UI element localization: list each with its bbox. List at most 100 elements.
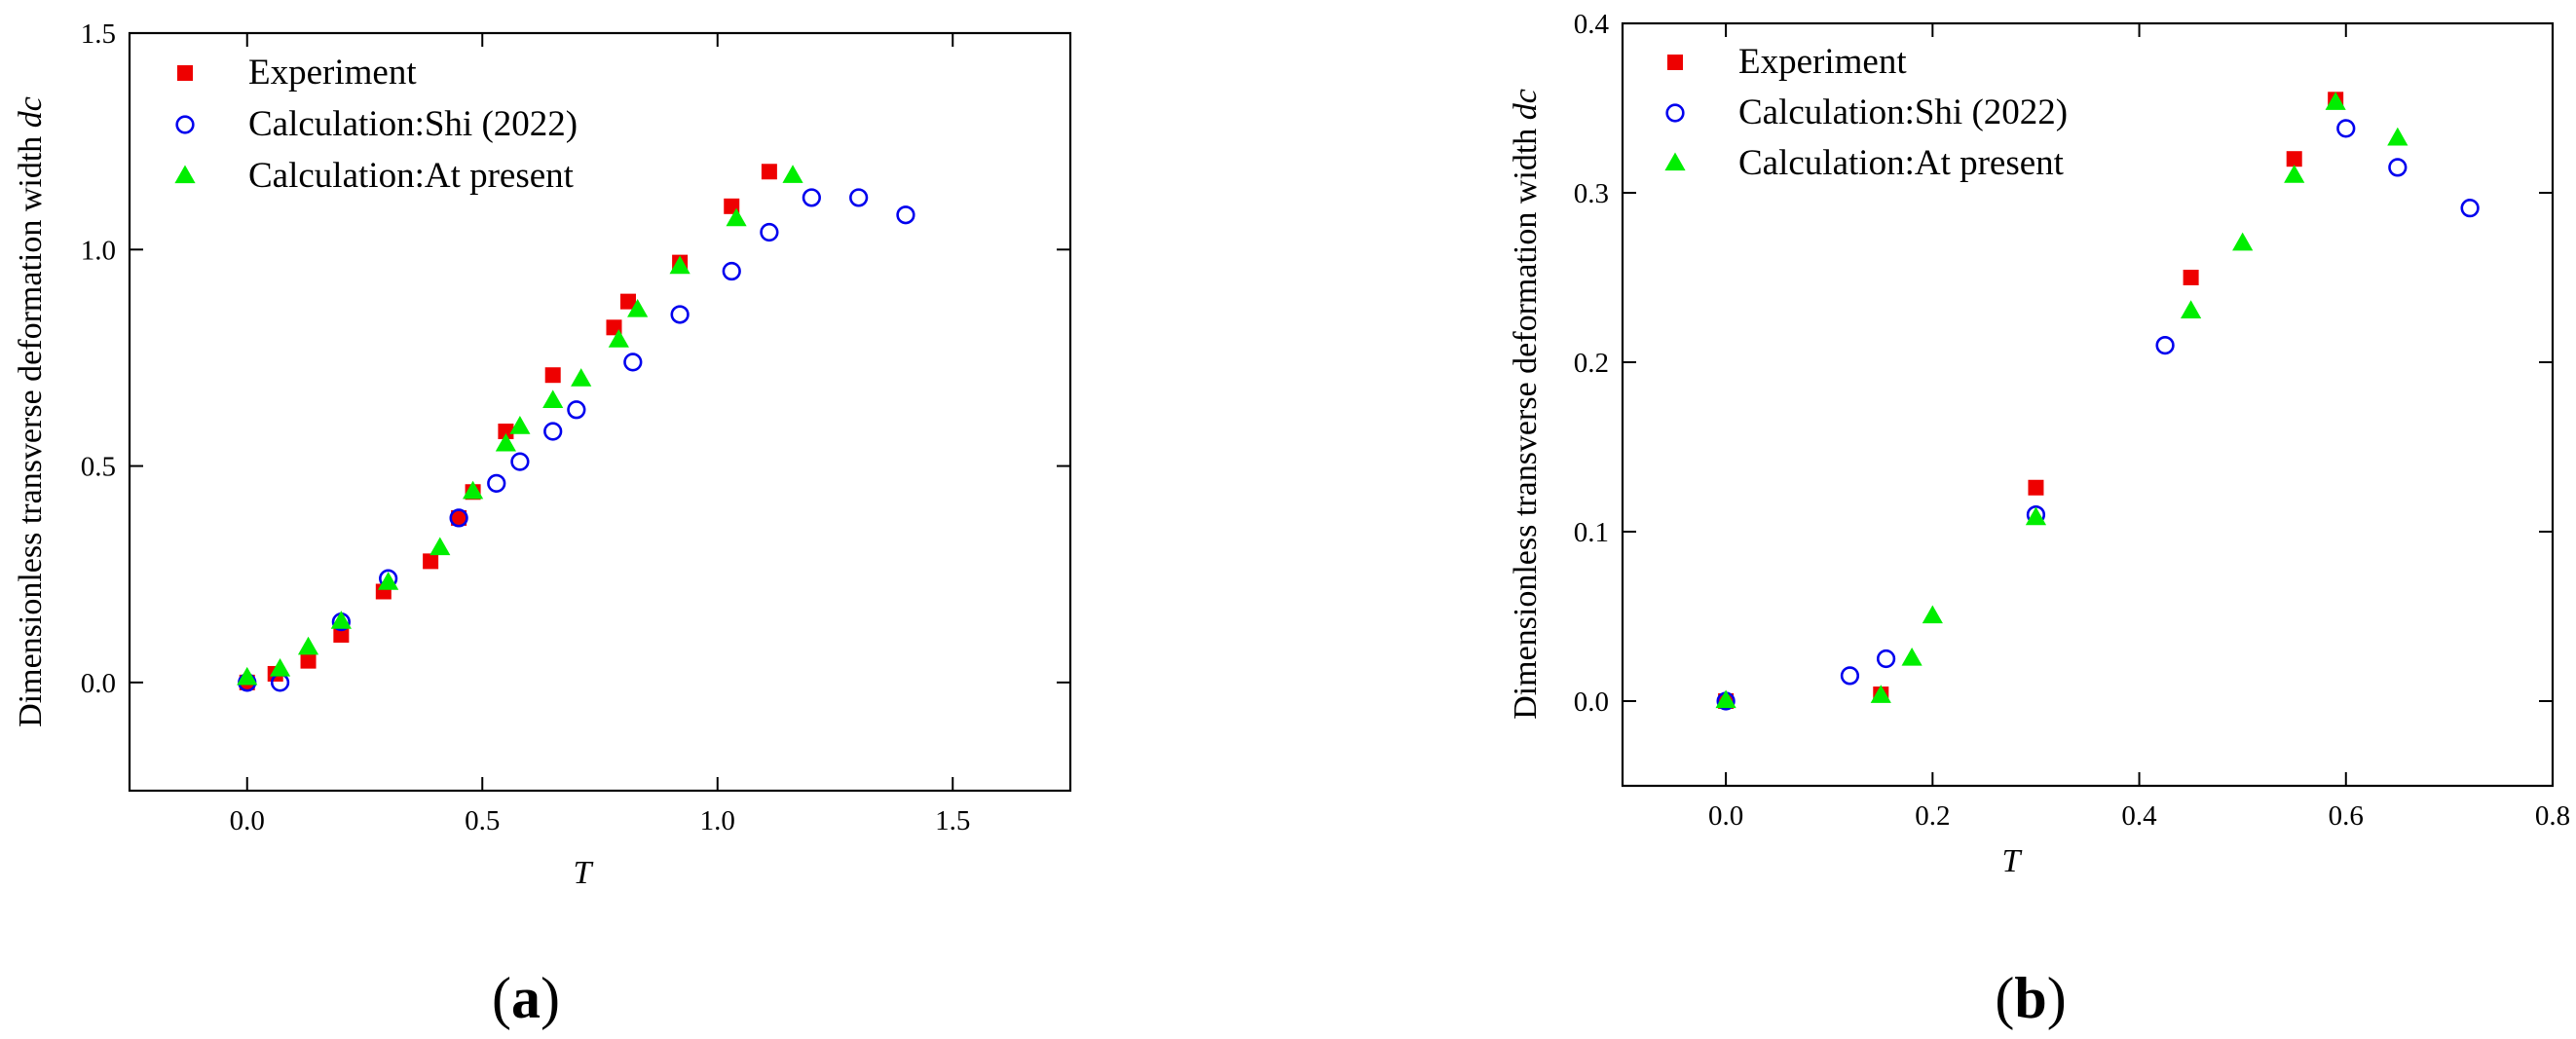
- data-point-present: [330, 611, 352, 629]
- x-tick-label: 1.0: [700, 805, 735, 836]
- series-present: [237, 165, 803, 686]
- x-tick-label: 1.5: [935, 805, 970, 836]
- y-tick-labels-b: 0.0 0.1 0.2 0.3 0.4: [1574, 9, 1610, 718]
- data-point-present: [1715, 689, 1736, 709]
- x-axis-label-a: T: [574, 855, 594, 891]
- legend-marker-shi: [1665, 103, 1685, 123]
- x-tick-label: 0.4: [2121, 800, 2157, 832]
- data-point-shi: [670, 305, 690, 324]
- legend-marker-experiment: [177, 65, 193, 81]
- data-point-experiment: [300, 652, 317, 669]
- y-tick-label: 0.5: [81, 452, 116, 483]
- x-tick-label: 0.8: [2535, 800, 2570, 832]
- data-point-present: [2325, 92, 2346, 110]
- legend-label-present: Calculation:At present: [1738, 143, 2065, 183]
- data-point-shi: [802, 188, 821, 207]
- panel-letter-a: a: [511, 966, 541, 1030]
- data-point-experiment: [2286, 151, 2302, 167]
- data-point-present: [1870, 685, 1891, 703]
- legend-label-experiment: Experiment: [1738, 42, 1907, 82]
- data-point-present: [297, 636, 319, 655]
- data-point-experiment: [2028, 479, 2044, 496]
- x-tick-label: 0.5: [465, 805, 500, 836]
- y-axis-label-b: Dimensionless transverse deformation wid…: [1508, 89, 1544, 720]
- y-axis-label-text-a: Dimensionless transverse deformation wid…: [13, 128, 49, 727]
- y-axis-label-symbol-b: dc: [1508, 89, 1544, 120]
- y-tick-labels-a: 0.0 0.5 1.0 1.5: [81, 19, 116, 699]
- data-point-shi: [760, 222, 779, 242]
- data-point-shi: [2460, 199, 2480, 218]
- data-point-experiment: [451, 509, 467, 526]
- y-tick-label: 0.4: [1574, 9, 1610, 40]
- data-point-experiment: [761, 164, 777, 180]
- data-point-present: [495, 432, 516, 452]
- legend-a: Experiment Calculation:Shi (2022) Calculat…: [174, 53, 578, 196]
- x-tick-label: 0.6: [2329, 800, 2364, 832]
- data-point-present: [571, 368, 592, 387]
- legend-marker-experiment: [1667, 55, 1683, 70]
- legend-label-shi: Calculation:Shi (2022): [248, 104, 578, 144]
- series-present: [1715, 92, 2408, 709]
- data-point-experiment: [423, 553, 439, 570]
- data-point-shi: [1876, 649, 1896, 669]
- legend-label-present: Calculation:At present: [248, 156, 575, 196]
- data-point-present: [462, 480, 484, 500]
- y-tick-label: 0.0: [1574, 686, 1609, 718]
- series-experiment: [1718, 92, 2344, 709]
- legend-marker-present: [1664, 152, 1686, 171]
- y-tick-label: 0.2: [1574, 348, 1609, 379]
- data-point-present: [269, 658, 291, 677]
- data-point-shi: [896, 205, 915, 225]
- y-tick-label: 0.3: [1574, 178, 1609, 209]
- series-experiment: [239, 164, 777, 690]
- x-tick-labels-a: 0.0 0.5 1.0 1.5: [230, 805, 971, 836]
- data-point-shi: [2388, 158, 2408, 177]
- data-point-shi: [567, 400, 586, 420]
- y-axis-label-a: Dimensionless transverse deformation wid…: [13, 96, 49, 727]
- data-point-present: [2181, 300, 2202, 318]
- y-tick-label: 1.0: [81, 235, 116, 266]
- data-point-present: [429, 537, 451, 556]
- y-axis-label-text-b: Dimensionless transverse deformation wid…: [1508, 120, 1544, 720]
- data-point-shi: [543, 422, 563, 441]
- x-axis-label-b: T: [2002, 843, 2023, 879]
- data-point-shi: [449, 508, 468, 528]
- data-point-present: [237, 666, 258, 686]
- data-point-present: [2025, 506, 2047, 526]
- chart-panel-b: 0.0 0.2 0.4 0.6 0.8 0.0 0.1 0.2 0.3 0.4 Experime…: [1508, 9, 2570, 1030]
- data-point-experiment: [333, 626, 350, 643]
- data-point-experiment: [619, 293, 636, 310]
- markers-a: [237, 164, 915, 692]
- data-point-present: [1901, 647, 1923, 666]
- series-shi: [1716, 119, 2480, 711]
- data-point-shi: [623, 353, 643, 372]
- panel-label-b: (b): [1995, 966, 2066, 1030]
- y-tick-label: 1.5: [81, 19, 116, 50]
- legend-label-shi: Calculation:Shi (2022): [1738, 93, 2068, 132]
- data-point-present: [2232, 232, 2254, 251]
- data-point-present: [509, 416, 531, 434]
- y-tick-label: 0.1: [1574, 517, 1609, 548]
- data-point-experiment: [2183, 270, 2199, 285]
- data-point-shi: [487, 473, 506, 493]
- legend-marker-present: [174, 165, 196, 184]
- x-tick-labels-b: 0.0 0.2 0.4 0.6 0.8: [1708, 800, 2570, 832]
- data-point-present: [627, 299, 649, 317]
- legend-b: Experiment Calculation:Shi (2022) Calculat…: [1664, 42, 2068, 183]
- data-point-shi: [849, 188, 869, 207]
- data-point-shi: [1840, 666, 1860, 686]
- data-point-present: [378, 572, 399, 590]
- data-point-present: [608, 329, 629, 348]
- data-point-shi: [510, 452, 530, 471]
- ticks-b: [1623, 22, 2554, 786]
- plot-frame-a: [128, 31, 1072, 793]
- data-point-shi: [2155, 335, 2175, 355]
- panel-label-a: (a): [492, 966, 560, 1030]
- x-tick-label: 0.0: [1708, 800, 1743, 832]
- x-tick-label: 0.0: [230, 805, 265, 836]
- data-point-shi: [2336, 119, 2356, 138]
- data-point-present: [782, 165, 803, 183]
- data-point-experiment: [498, 424, 514, 440]
- chart-panel-a: 0.0 0.5 1.0 1.5 0.0 0.5 1.0 1.5 Experiment Calc…: [13, 19, 1072, 1030]
- legend-label-experiment: Experiment: [248, 53, 417, 93]
